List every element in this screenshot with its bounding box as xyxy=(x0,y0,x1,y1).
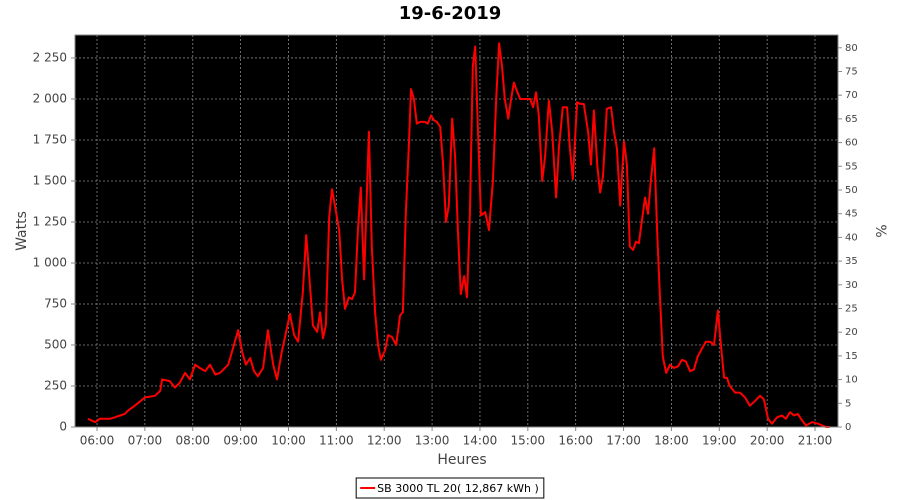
x-tick-label: 08:00 xyxy=(175,434,210,448)
y2-tick-label: 50 xyxy=(845,185,858,196)
x-tick-label: 07:00 xyxy=(128,434,163,448)
y2-tick-label: 75 xyxy=(845,66,858,77)
y2-tick-label: 30 xyxy=(845,280,858,291)
x-tick-label: 19:00 xyxy=(702,434,737,448)
x-tick-label: 06:00 xyxy=(80,434,115,448)
y2-tick-label: 45 xyxy=(845,209,858,220)
x-tick-label: 14:00 xyxy=(463,434,498,448)
y-tick-label: 2 000 xyxy=(33,91,67,105)
x-tick-label: 20:00 xyxy=(750,434,785,448)
y-tick-label: 250 xyxy=(44,378,67,392)
legend-label: SB 3000 TL 20( 12,867 kWh ) xyxy=(377,482,539,495)
y-tick-label: 1 250 xyxy=(33,214,67,228)
y2-tick-label: 70 xyxy=(845,90,858,101)
y2-tick-label: 40 xyxy=(845,232,858,243)
y2-tick-label: 25 xyxy=(845,303,858,314)
y2-tick-label: 55 xyxy=(845,161,858,172)
y2-tick-label: 65 xyxy=(845,114,858,125)
y2-tick-label: 15 xyxy=(845,351,858,362)
legend-box xyxy=(355,477,545,499)
line-series xyxy=(87,42,830,428)
y2-tick-label: 0 xyxy=(845,422,851,433)
x-tick-label: 09:00 xyxy=(223,434,258,448)
x-tick-label: 12:00 xyxy=(367,434,402,448)
y2-axis-label: % xyxy=(872,224,888,237)
y2-tick-label: 20 xyxy=(845,327,858,338)
y2-tick-label: 10 xyxy=(845,375,858,386)
x-tick-label: 21:00 xyxy=(798,434,833,448)
y-tick-label: 750 xyxy=(44,296,67,310)
y-tick-label: 1 000 xyxy=(33,255,67,269)
y2-tick-label: 60 xyxy=(845,138,858,149)
plot-area xyxy=(75,35,838,427)
x-tick-label: 13:00 xyxy=(415,434,450,448)
chart-title: 19-6-2019 xyxy=(399,3,502,24)
y2-tick-label: 5 xyxy=(845,398,851,409)
x-tick-label: 15:00 xyxy=(511,434,546,448)
x-tick-label: 17:00 xyxy=(606,434,641,448)
x-axis-label: Heures xyxy=(437,452,486,468)
y-tick-label: 1 500 xyxy=(33,173,67,187)
x-tick-label: 16:00 xyxy=(558,434,593,448)
x-tick-label: 11:00 xyxy=(319,434,354,448)
y-tick-label: 0 xyxy=(59,420,67,434)
y-axis-label: Watts xyxy=(14,211,30,251)
plot-border xyxy=(74,34,839,428)
y2-tick-label: 80 xyxy=(845,43,858,54)
y-tick-label: 2 250 xyxy=(33,50,67,64)
y2-tick-label: 35 xyxy=(845,256,858,267)
x-tick-label: 10:00 xyxy=(271,434,306,448)
y-tick-label: 1 750 xyxy=(33,132,67,146)
y-tick-label: 500 xyxy=(44,337,67,351)
x-tick-label: 18:00 xyxy=(654,434,689,448)
